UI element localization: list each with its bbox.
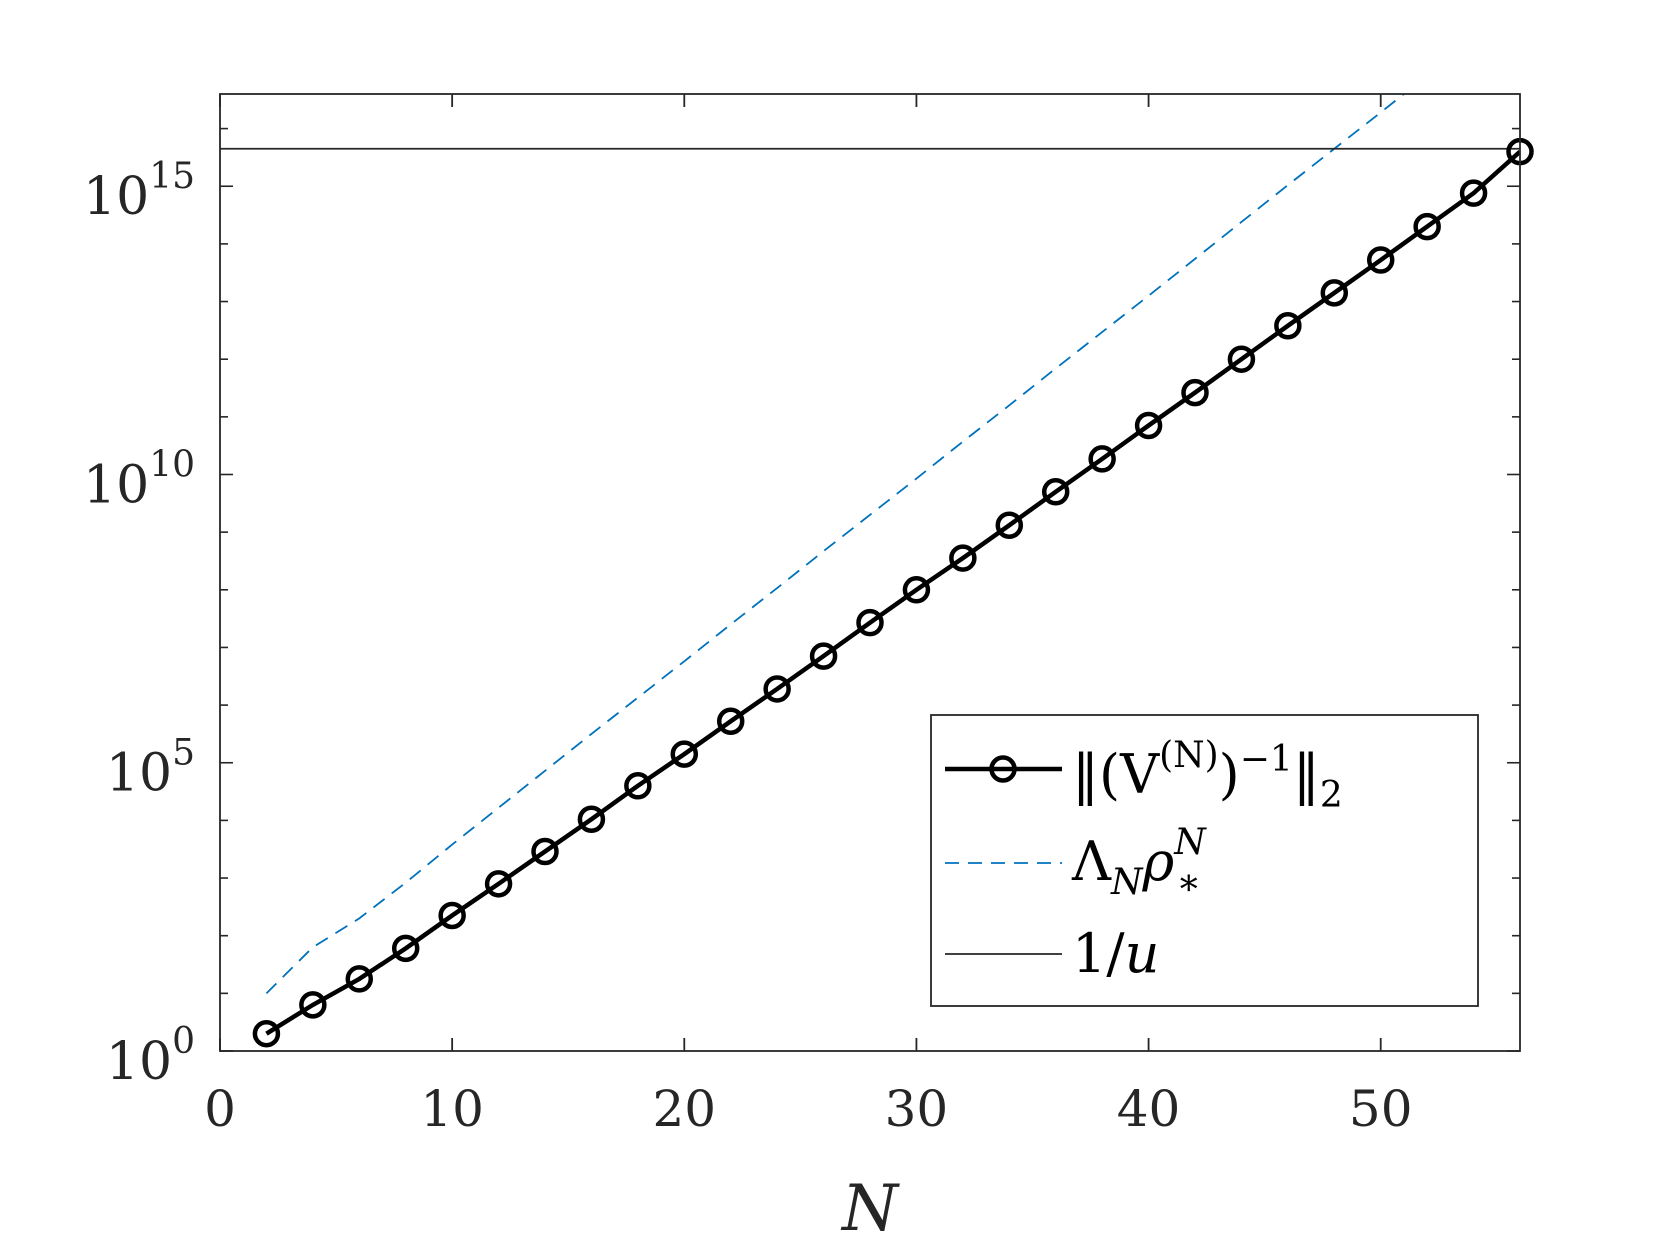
data-point-inv_norm xyxy=(1134,411,1163,440)
data-point-inv_norm xyxy=(438,901,466,930)
data-point-inv_norm xyxy=(624,772,652,800)
y-tick-label-base: 10 xyxy=(106,744,172,804)
plot-frame xyxy=(219,93,1521,1052)
data-point-inv_norm xyxy=(391,934,420,963)
legend-item-one-over-u: 1/u xyxy=(945,922,1159,985)
data-point-inv_norm xyxy=(1366,246,1395,274)
legend-label-lambda-rho-sup: N xyxy=(1173,822,1207,863)
legend-box xyxy=(930,714,1479,1007)
data-point-inv_norm xyxy=(531,837,559,866)
y-tick-label-base: 10 xyxy=(106,1032,172,1092)
data-point-inv_norm xyxy=(484,870,513,898)
x-axis-label: N xyxy=(840,1172,900,1243)
data-point-inv_norm xyxy=(1459,179,1488,207)
legend: ‖(V(N))−1‖2 ΛNρN * 1/u xyxy=(930,714,1479,1007)
legend-label-inv-norm-b: ) xyxy=(1219,743,1240,806)
data-point-inv_norm xyxy=(716,707,745,735)
data-point-inv_norm xyxy=(670,740,699,768)
series-line-lambda_rho xyxy=(265,94,1406,994)
legend-label-inv-norm-sup2: −1 xyxy=(1240,739,1293,780)
legend-label-inv-norm-sup1: (N) xyxy=(1159,735,1219,776)
y-tick-label: 1010 xyxy=(83,444,195,515)
legend-label-lambda-rho-a: Λ xyxy=(1071,830,1112,893)
legend-item-inv-norm: ‖(V(N))−1‖2 xyxy=(945,735,1343,816)
data-point-inv_norm xyxy=(1181,378,1209,407)
x-tick-label: 50 xyxy=(1349,1080,1413,1138)
data-point-inv_norm xyxy=(1274,312,1302,340)
data-point-inv_norm xyxy=(763,675,791,703)
data-point-inv_norm xyxy=(809,642,838,670)
y-tick-label-base: 10 xyxy=(83,167,149,227)
legend-marker-inv-norm xyxy=(989,755,1017,783)
plot-markers xyxy=(252,137,1534,1048)
data-point-inv_norm xyxy=(1320,279,1349,307)
y-tick-label-exponent: 0 xyxy=(172,1021,195,1062)
y-tick-label-exponent: 5 xyxy=(172,733,195,774)
legend-label-one-over-u: 1/u xyxy=(1072,922,1159,985)
series-line-inv_norm xyxy=(265,149,1520,1036)
legend-label-inv-norm: ‖(V(N))−1‖2 xyxy=(1072,735,1343,816)
x-tick-label: 40 xyxy=(1117,1080,1181,1138)
data-point-inv_norm xyxy=(902,576,931,604)
legend-label-inv-norm-sub: 2 xyxy=(1320,775,1343,816)
data-point-inv_norm xyxy=(345,965,374,993)
data-point-inv_norm xyxy=(299,991,327,1019)
data-point-inv_norm xyxy=(856,608,884,637)
x-tick-label: 10 xyxy=(420,1080,484,1138)
plot-series xyxy=(220,94,1520,1036)
data-point-inv_norm xyxy=(949,544,977,572)
y-tick-label-exponent: 10 xyxy=(149,444,195,485)
data-point-inv_norm xyxy=(252,1019,281,1048)
y-tick-label: 1015 xyxy=(83,156,195,227)
data-point-inv_norm xyxy=(995,511,1024,539)
y-tick-label-exponent: 15 xyxy=(149,156,195,197)
data-point-inv_norm xyxy=(1227,345,1256,373)
data-point-inv_norm xyxy=(1041,478,1070,506)
x-tick-label: 0 xyxy=(204,1080,236,1138)
y-tick-label: 100 xyxy=(106,1021,195,1092)
legend-item-lambda-rho: ΛNρN * xyxy=(945,822,1207,911)
legend-label-inv-norm-a: ‖(V xyxy=(1072,743,1160,806)
legend-label-lambda-rho-sub2: * xyxy=(1180,870,1198,911)
legend-label-lambda-rho-sub1: N xyxy=(1110,862,1144,903)
y-tick-label: 105 xyxy=(106,733,195,804)
legend-label-lambda-rho: ΛNρN * xyxy=(1071,822,1207,911)
legend-label-inv-norm-c: ‖ xyxy=(1293,743,1320,806)
y-tick-label-base: 10 xyxy=(83,455,149,515)
legend-label-lambda-rho-b: ρ xyxy=(1142,830,1175,893)
x-tick-label: 30 xyxy=(885,1080,949,1138)
x-tick-label: 20 xyxy=(652,1080,716,1138)
data-point-inv_norm xyxy=(577,805,606,833)
data-point-inv_norm xyxy=(1413,212,1441,241)
legend-label-one-over-u-b: u xyxy=(1125,922,1160,985)
legend-label-one-over-u-a: 1/ xyxy=(1072,922,1125,985)
data-point-inv_norm xyxy=(1088,445,1116,473)
